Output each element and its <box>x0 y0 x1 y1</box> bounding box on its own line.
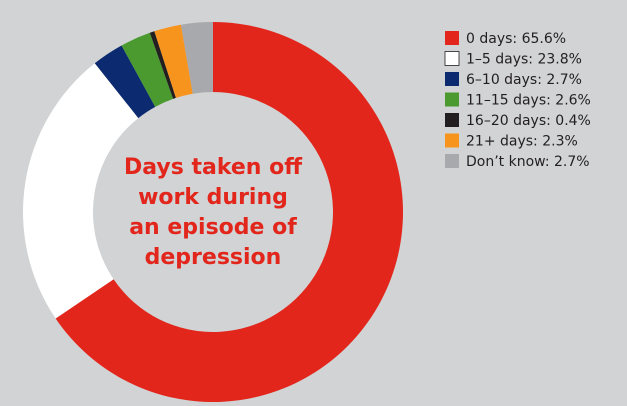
legend-label: 11–15 days: 2.6% <box>466 93 591 109</box>
donut-slice <box>94 45 156 119</box>
legend-swatch <box>444 51 460 66</box>
legend-label: Don’t know: 2.7% <box>466 154 590 170</box>
legend-label: 6–10 days: 2.7% <box>466 72 582 88</box>
donut-slice <box>180 22 213 94</box>
legend-swatch <box>445 72 459 86</box>
legend-swatch <box>445 113 459 127</box>
legend-swatch <box>445 133 459 148</box>
donut-slice <box>55 22 404 403</box>
chart-title: depression <box>145 245 282 270</box>
chart-title: an episode of <box>129 215 297 240</box>
donut-slice <box>121 32 174 107</box>
chart-title: Days taken off <box>124 155 303 180</box>
legend-label: 1–5 days: 23.8% <box>466 52 582 68</box>
donut-slice <box>149 31 176 99</box>
donut-slice <box>154 24 193 98</box>
legend-label: 16–20 days: 0.4% <box>466 113 591 129</box>
donut-slice <box>23 63 139 319</box>
chart-title: work during <box>138 185 288 210</box>
legend-label: 0 days: 65.6% <box>466 31 566 47</box>
legend-label: 21+ days: 2.3% <box>466 134 578 150</box>
legend-swatch <box>445 154 459 168</box>
legend-swatch <box>445 31 459 45</box>
legend-swatch <box>445 92 459 107</box>
